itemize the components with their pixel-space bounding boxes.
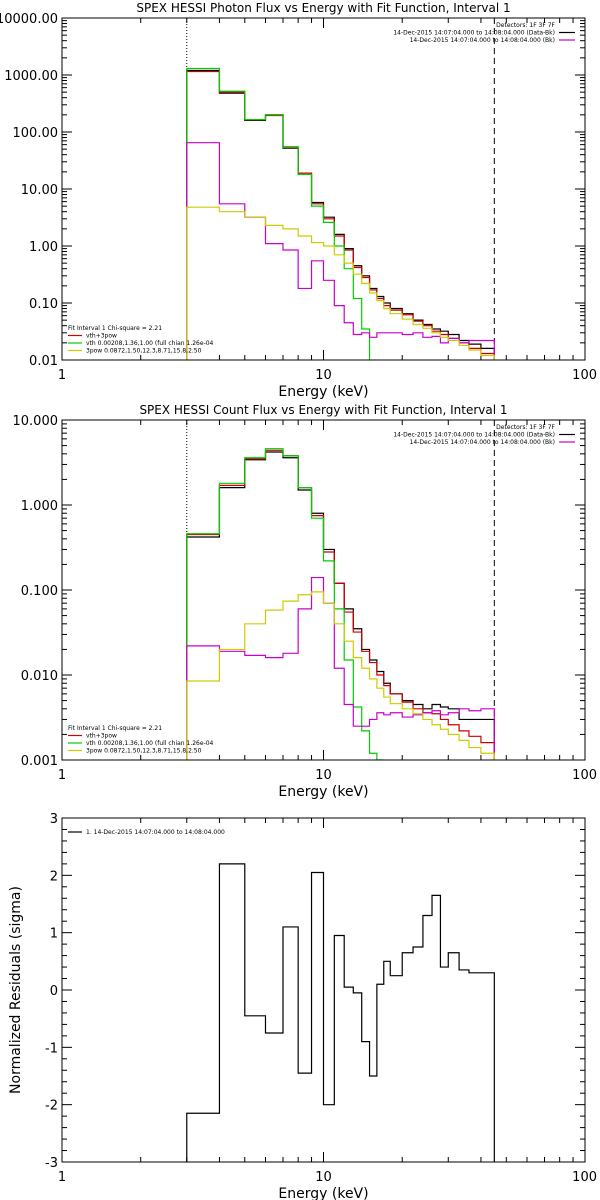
y-tick-label: 1.00 bbox=[29, 240, 58, 255]
series-line-5 bbox=[186, 591, 495, 760]
series-line-1 bbox=[186, 69, 495, 360]
y-axis: 10000.00 1000.00 100.00 10.00 1.00 0.10 0.01 bbox=[0, 12, 585, 369]
legend-text: 1. 14-Dec-2015 14:07:04.000 to 14:08:04.… bbox=[86, 829, 225, 836]
legend-text: vth 0.00208,1.36,1.00 (full chian 1.26e-… bbox=[86, 740, 214, 747]
y-tick-label: 1000.00 bbox=[4, 69, 58, 84]
header-text: Detectors: 1F 3F 7F bbox=[496, 424, 555, 431]
y-axis-label: Normalized Residuals (sigma) bbox=[8, 886, 24, 1094]
x-tick-label: 100 bbox=[572, 368, 597, 383]
series-group bbox=[186, 67, 495, 360]
header-text: 14-Dec-2015 14:07:04.000 to 14:08:04.000… bbox=[410, 37, 555, 44]
y-tick-label: 10.000 bbox=[13, 414, 59, 429]
series-line-4 bbox=[186, 142, 495, 360]
legend-text: vth 0.00208,1.36,1.00 (full chian 1.26e-… bbox=[86, 340, 214, 347]
chart-panel-2: SPEX HESSI Count Flux vs Energy with Fit… bbox=[13, 403, 598, 800]
y-tick-label: 0.001 bbox=[21, 754, 58, 769]
series-line-3 bbox=[186, 448, 384, 760]
legend-text: Fit Interval 1 Chi-square = 2.21 bbox=[68, 725, 162, 732]
legend-text: vth+3pow bbox=[86, 733, 117, 740]
header-text: 14-Dec-2015 14:07:04.000 to 14:08:04.000… bbox=[393, 30, 555, 37]
x-tick-label: 1 bbox=[58, 768, 66, 783]
y-tick-label: 0 bbox=[50, 984, 58, 999]
series-line-5 bbox=[186, 206, 495, 360]
chart-title: SPEX HESSI Photon Flux vs Energy with Fi… bbox=[136, 1, 510, 15]
x-tick-label: 1 bbox=[58, 1170, 66, 1185]
series-line-1 bbox=[186, 863, 495, 1162]
y-tick-label: -3 bbox=[45, 1156, 58, 1171]
x-axis-label: Energy (keV) bbox=[278, 1186, 368, 1200]
legend-text: 3pow 0.0872,1.50,12.3,8.71,15.8,2.50 bbox=[86, 348, 202, 355]
header-text: Detectors: 1F 3F 7F bbox=[496, 22, 555, 29]
x-axis: 1 10 100 bbox=[58, 420, 597, 783]
plot-frame bbox=[61, 17, 586, 361]
x-tick-label: 10 bbox=[315, 1170, 332, 1185]
chart-panel-1: SPEX HESSI Photon Flux vs Energy with Fi… bbox=[0, 1, 597, 400]
x-tick-label: 100 bbox=[572, 1170, 597, 1185]
y-tick-label: 1.000 bbox=[21, 499, 58, 514]
y-tick-label: 2 bbox=[50, 869, 58, 884]
y-tick-label: -2 bbox=[45, 1099, 58, 1114]
x-axis-label: Energy (keV) bbox=[278, 784, 368, 800]
y-axis: 3 2 1 0 -1 -2 -3 bbox=[45, 812, 585, 1171]
legend-text: vth+3pow bbox=[86, 333, 117, 340]
chart-title: SPEX HESSI Count Flux vs Energy with Fit… bbox=[139, 403, 507, 417]
x-axis: 1 10 100 bbox=[58, 818, 597, 1185]
plot-frame bbox=[61, 419, 586, 761]
y-tick-label: 100.00 bbox=[13, 126, 59, 141]
x-tick-label: 10 bbox=[315, 368, 332, 383]
x-tick-label: 1 bbox=[58, 368, 66, 383]
y-tick-label: 0.10 bbox=[29, 297, 58, 312]
y-tick-label: 10.00 bbox=[21, 183, 58, 198]
y-tick-label: -1 bbox=[45, 1041, 58, 1056]
header-text: 14-Dec-2015 14:07:04.000 to 14:08:04.000… bbox=[393, 432, 555, 439]
y-tick-label: 1 bbox=[50, 927, 58, 942]
x-axis-label: Energy (keV) bbox=[278, 384, 368, 400]
y-tick-label: 3 bbox=[50, 812, 58, 827]
series-group bbox=[186, 863, 495, 1162]
x-tick-label: 10 bbox=[315, 768, 332, 783]
x-axis: 1 10 100 bbox=[58, 18, 597, 383]
legend-text: 3pow 0.0872,1.50,12.3,8.71,15.8,2.50 bbox=[86, 748, 202, 755]
header-text: 14-Dec-2015 14:07:04.000 to 14:08:04.000… bbox=[410, 439, 555, 446]
plot-frame bbox=[61, 817, 586, 1163]
legend-text: Fit Interval 1 Chi-square = 2.21 bbox=[68, 325, 162, 332]
series-group bbox=[186, 448, 495, 760]
x-tick-label: 100 bbox=[572, 768, 597, 783]
y-tick-label: 0.100 bbox=[21, 584, 58, 599]
series-line-4 bbox=[186, 576, 495, 760]
y-tick-label: 0.010 bbox=[21, 669, 58, 684]
series-line-1 bbox=[186, 451, 495, 760]
y-tick-label: 10000.00 bbox=[0, 12, 58, 27]
series-line-3 bbox=[186, 67, 371, 360]
series-line-2 bbox=[186, 70, 495, 360]
y-tick-label: 0.01 bbox=[29, 354, 58, 369]
